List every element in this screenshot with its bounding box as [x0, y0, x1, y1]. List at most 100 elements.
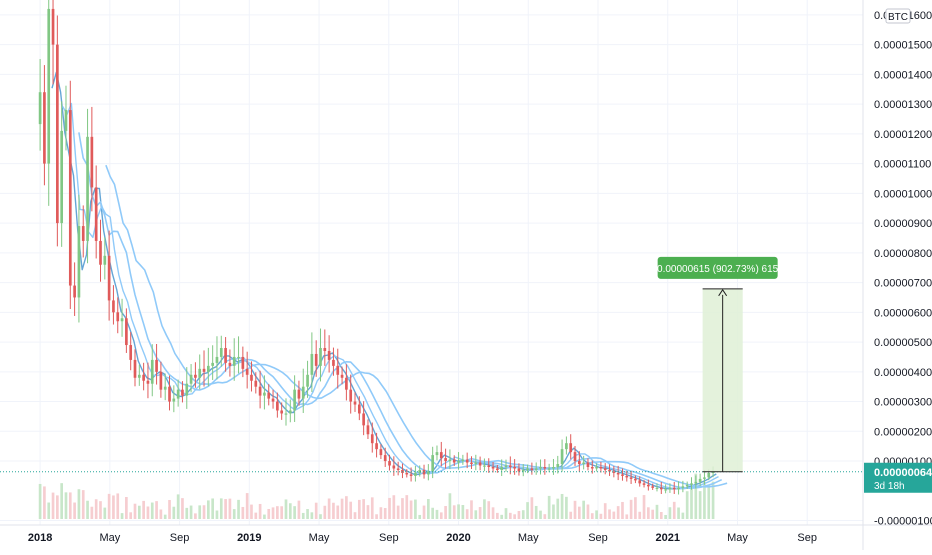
volume-bar	[388, 497, 391, 519]
last-price-badge	[864, 462, 932, 493]
candle-up	[664, 489, 667, 491]
candle-up	[668, 487, 672, 490]
volume-bar	[634, 497, 637, 519]
y-tick-label: -0.00000100	[874, 516, 932, 528]
candle-down	[388, 461, 391, 466]
candle-down	[168, 386, 171, 402]
candle-down	[107, 255, 111, 301]
candle-down	[194, 374, 197, 378]
candle-down	[94, 187, 98, 241]
candle-up	[310, 353, 314, 375]
measure-label: 0.00000615 (902.73%) 615	[657, 264, 779, 275]
y-tick-label: 0.00001000	[874, 188, 932, 200]
volume-bar	[392, 495, 396, 519]
candle-down	[340, 374, 344, 378]
candle-up	[232, 356, 236, 366]
volume-bar	[504, 508, 508, 519]
candle-up	[698, 478, 702, 482]
volume-bar	[297, 500, 301, 519]
candle-down	[112, 300, 115, 313]
candle-down	[508, 465, 512, 467]
x-tick-label: 2020	[446, 532, 470, 544]
candle-up	[556, 464, 560, 467]
volume-bar	[461, 505, 465, 519]
candle-down	[599, 466, 603, 469]
volume-bar	[254, 512, 258, 519]
x-tick-label: May	[518, 532, 539, 544]
volume-bar	[245, 493, 249, 519]
candle-down	[155, 359, 158, 372]
volume-bar	[569, 511, 573, 519]
candle-up	[163, 386, 167, 390]
volume-bar	[539, 510, 542, 519]
y-tick-label: 0.00000300	[874, 397, 932, 409]
volume-bar	[366, 505, 370, 519]
candle-down	[362, 413, 365, 426]
volume-bar	[707, 485, 711, 519]
measure-tool[interactable]: 0.00000615 (902.73%) 615	[657, 256, 779, 473]
volume-bar	[383, 508, 387, 519]
volume-bar	[237, 499, 240, 519]
volume-bar	[99, 501, 102, 519]
volume-bar	[267, 508, 271, 519]
candle-up	[207, 365, 210, 372]
x-tick-label: May	[99, 532, 120, 544]
volume-bar	[659, 512, 663, 519]
volume-bar	[194, 513, 197, 519]
volume-bar	[150, 502, 154, 519]
volume-bar	[595, 510, 598, 519]
volume-bar	[681, 512, 685, 519]
candle-down	[478, 462, 482, 466]
candle-up	[120, 318, 124, 322]
volume-bar	[168, 500, 171, 519]
candle-down	[590, 466, 594, 469]
y-tick-label: 0.00001500	[874, 40, 932, 52]
candle-down	[470, 462, 473, 465]
candle-down	[73, 285, 76, 298]
candle-up	[427, 471, 430, 475]
candle-up	[534, 468, 538, 470]
candle-down	[530, 468, 534, 470]
volume-bar	[491, 507, 495, 519]
candle-up	[711, 471, 715, 473]
volume-bar	[379, 507, 383, 519]
volume-bar	[232, 509, 236, 519]
candle-down	[569, 443, 573, 453]
candle-down	[513, 466, 516, 469]
volume-bar	[301, 512, 305, 519]
moving-averages	[51, 71, 728, 490]
volume-bar	[271, 507, 275, 519]
volume-bar	[107, 493, 111, 519]
candle-up	[690, 483, 693, 485]
x-tick-label: Sep	[170, 532, 190, 544]
candle-down	[608, 469, 611, 472]
volume-bar	[647, 507, 650, 519]
volume-bar	[405, 495, 409, 519]
volume-bar	[370, 497, 374, 519]
volume-bar	[439, 512, 443, 519]
volume-bar	[565, 496, 568, 519]
volume-bar	[621, 501, 624, 519]
y-tick-label: 0.00000800	[874, 248, 932, 260]
volume-bar	[590, 513, 594, 519]
candle-up	[172, 398, 176, 402]
volume-bar	[543, 514, 547, 519]
candle-up	[215, 356, 219, 363]
volume-bar	[185, 507, 189, 519]
volume-bar	[409, 500, 413, 519]
candle-up	[448, 459, 452, 462]
candle-up	[137, 374, 141, 378]
volume-bars	[38, 473, 715, 519]
volume-bar	[526, 502, 529, 519]
candle-down	[68, 110, 72, 286]
volume-bar	[603, 503, 607, 519]
candle-down	[642, 483, 646, 485]
volume-bar	[698, 491, 702, 519]
candle-down	[586, 462, 590, 467]
candle-down	[133, 359, 137, 378]
candles	[0, 0, 863, 495]
volume-bar	[224, 499, 227, 519]
volume-bar	[642, 495, 646, 519]
candle-down	[396, 468, 400, 470]
